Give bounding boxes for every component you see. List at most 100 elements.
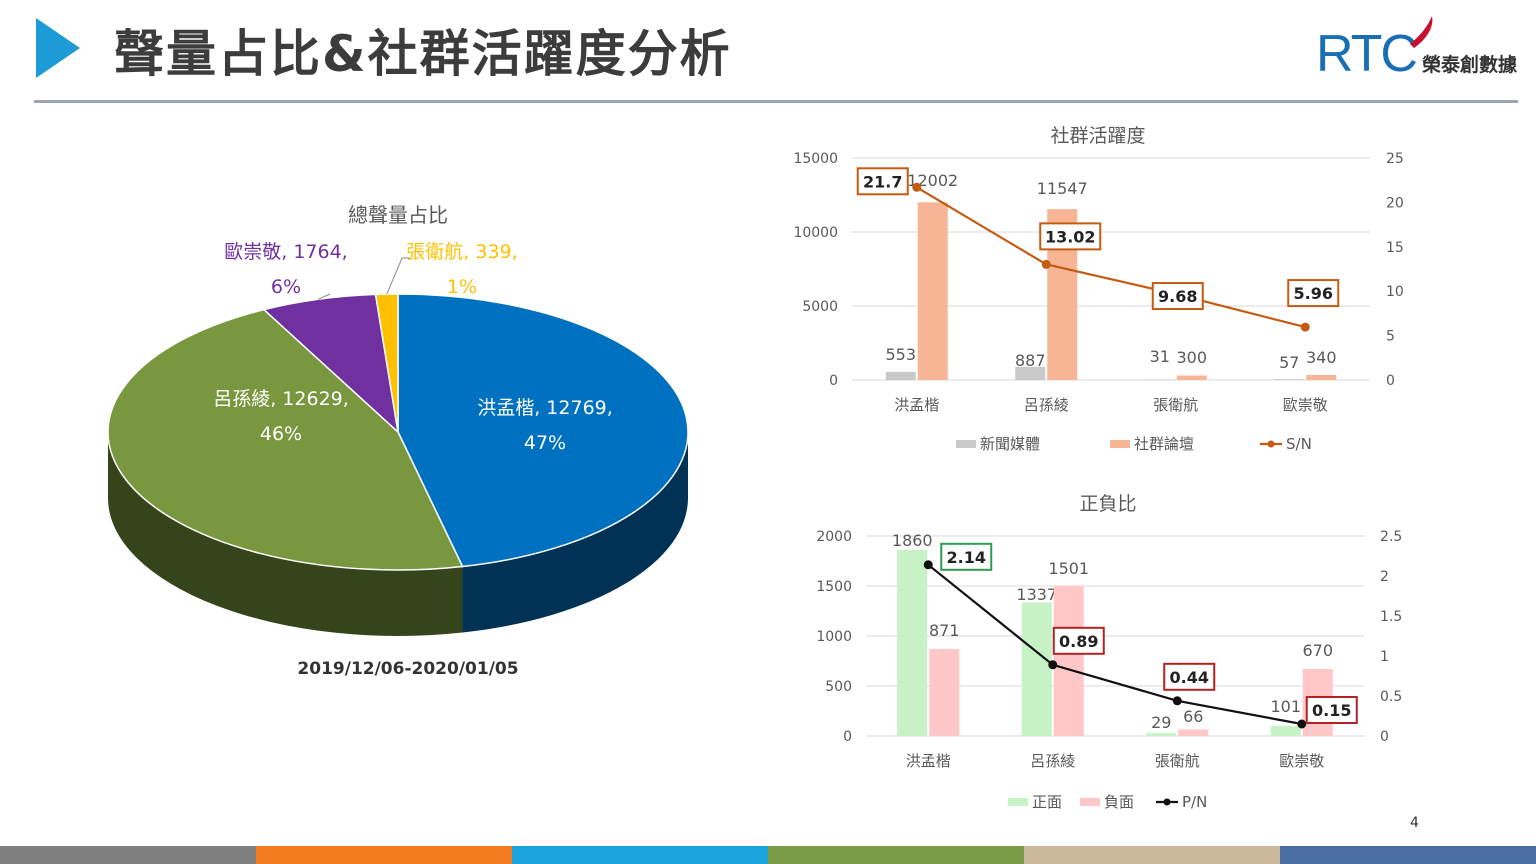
line-point (1297, 719, 1307, 729)
logo-mark: RTC (1316, 25, 1418, 83)
bar-value-label: 57 (1279, 353, 1299, 372)
page-number: 4 (1410, 815, 1419, 831)
footer-segment (1024, 846, 1280, 864)
bar (1270, 725, 1301, 736)
line-value-label: 9.68 (1158, 287, 1197, 306)
y-tick-label: 1500 (816, 579, 852, 595)
bar-value-label: 300 (1176, 348, 1207, 367)
line-series (916, 186, 1306, 329)
pie-slice (107, 308, 464, 571)
line-label-box (856, 167, 909, 196)
x-tick-label: 呂孫綾 (1030, 752, 1075, 770)
y2-tick-label: 0 (1380, 729, 1389, 745)
line-value-label: 5.96 (1294, 284, 1333, 303)
company-logo: RTC 榮泰創數據 (1316, 14, 1530, 84)
pie-slice-side (462, 432, 688, 633)
x-tick-label: 歐崇敬 (1283, 396, 1328, 414)
line-series (927, 563, 1302, 726)
y2-tick-label: 0 (1386, 373, 1395, 389)
bar (1178, 729, 1209, 736)
page-title: 聲量占比&社群活躍度分析 (114, 25, 732, 83)
footer-segment (1280, 846, 1536, 864)
bar (1015, 366, 1046, 380)
bar-value-label: 553 (885, 345, 916, 364)
line-value-label: 0.89 (1059, 632, 1098, 651)
footer-color-bar (0, 846, 1536, 864)
bar (1176, 375, 1207, 380)
x-tick-label: 洪孟楷 (906, 752, 951, 770)
y2-tick-label: 20 (1386, 195, 1404, 211)
y-tick-label: 0 (843, 729, 852, 745)
bar-value-label: 871 (929, 621, 960, 640)
y2-tick-label: 2.5 (1380, 529, 1402, 545)
legend-label: 負面 (1104, 793, 1134, 811)
line-label-box (1305, 696, 1358, 724)
legend-label: P/N (1182, 793, 1207, 811)
x-tick-label: 張衛航 (1153, 396, 1198, 414)
bar-value-label: 31 (1150, 347, 1170, 366)
x-tick-label: 洪孟楷 (894, 396, 939, 414)
bar (897, 550, 928, 736)
legend-label: 新聞媒體 (980, 435, 1040, 453)
bar (917, 202, 948, 380)
y2-tick-label: 10 (1386, 284, 1404, 300)
bar (1053, 585, 1084, 736)
pie-slice (374, 293, 399, 433)
line-point (1172, 696, 1182, 706)
line-value-label: 21.7 (863, 172, 902, 191)
pie-data-label: 6% (271, 276, 301, 298)
title-divider (34, 100, 1518, 103)
pie-chart: 洪孟楷, 12769, 47% 呂孫綾, 12629, 46% 歐崇敬, 1764, 6%… (107, 203, 689, 679)
footer-segment (768, 846, 1024, 864)
y2-tick-label: 1 (1380, 649, 1389, 665)
line-label-box (940, 542, 993, 571)
footer-segment (256, 846, 512, 864)
footer-segment (0, 846, 256, 864)
bar (929, 648, 960, 736)
line-value-label: 0.15 (1312, 701, 1351, 720)
line-label-box (1151, 282, 1204, 311)
y-tick-label: 500 (825, 679, 852, 695)
legend-label: S/N (1286, 435, 1312, 453)
activity-chart-title: 社群活躍度 (1050, 125, 1145, 147)
x-tick-label: 歐崇敬 (1279, 752, 1324, 770)
pie-title: 總聲量占比 (348, 203, 448, 227)
pie-slice-side (108, 432, 463, 636)
sentiment-chart: 正負比 0 500 1000 1500 2000 0 0.5 1 1.5 2 2.5 洪孟楷 1860 8… (816, 493, 1402, 811)
bar-value-label: 887 (1015, 351, 1046, 370)
legend-swatch (956, 440, 976, 448)
pie-data-label: 張衛航, 339, (406, 241, 517, 263)
line-label-box (1039, 222, 1102, 251)
y-tick-label: 2000 (816, 529, 852, 545)
line-label-box (1163, 662, 1216, 691)
bar-value-label: 66 (1183, 707, 1203, 726)
activity-chart: 社群活躍度 0500010000150000510152025洪孟楷553120… (793, 125, 1404, 453)
bar (1021, 602, 1052, 736)
legend-swatch (1008, 798, 1028, 806)
bar-value-label: 670 (1302, 641, 1333, 660)
line-label-box (1287, 279, 1340, 308)
pie-data-label: 洪孟楷, 12769, (477, 397, 613, 419)
y-tick-label: 10000 (793, 225, 838, 241)
y-tick-label: 15000 (793, 151, 838, 167)
legend-marker (1163, 798, 1171, 806)
pie-data-label: 1% (447, 276, 477, 298)
y-tick-label: 1000 (816, 629, 852, 645)
bar-value-label: 101 (1270, 697, 1301, 716)
line-point (1048, 660, 1058, 670)
line-point (912, 182, 922, 192)
line-value-label: 13.02 (1045, 227, 1096, 246)
bar (1274, 379, 1305, 380)
y2-tick-label: 5 (1386, 329, 1395, 345)
bar-value-label: 1337 (1016, 585, 1057, 604)
line-label-box (1052, 626, 1105, 655)
legend-swatch (1110, 440, 1130, 448)
title-arrow-icon (36, 18, 80, 78)
bar (1146, 733, 1177, 736)
y2-tick-label: 2 (1380, 569, 1389, 585)
pie-date-range: 2019/12/06-2020/01/05 (297, 659, 518, 679)
x-tick-label: 張衛航 (1155, 752, 1200, 770)
x-tick-label: 呂孫綾 (1024, 396, 1069, 414)
line-point (1041, 259, 1051, 269)
legend-swatch (1080, 798, 1100, 806)
